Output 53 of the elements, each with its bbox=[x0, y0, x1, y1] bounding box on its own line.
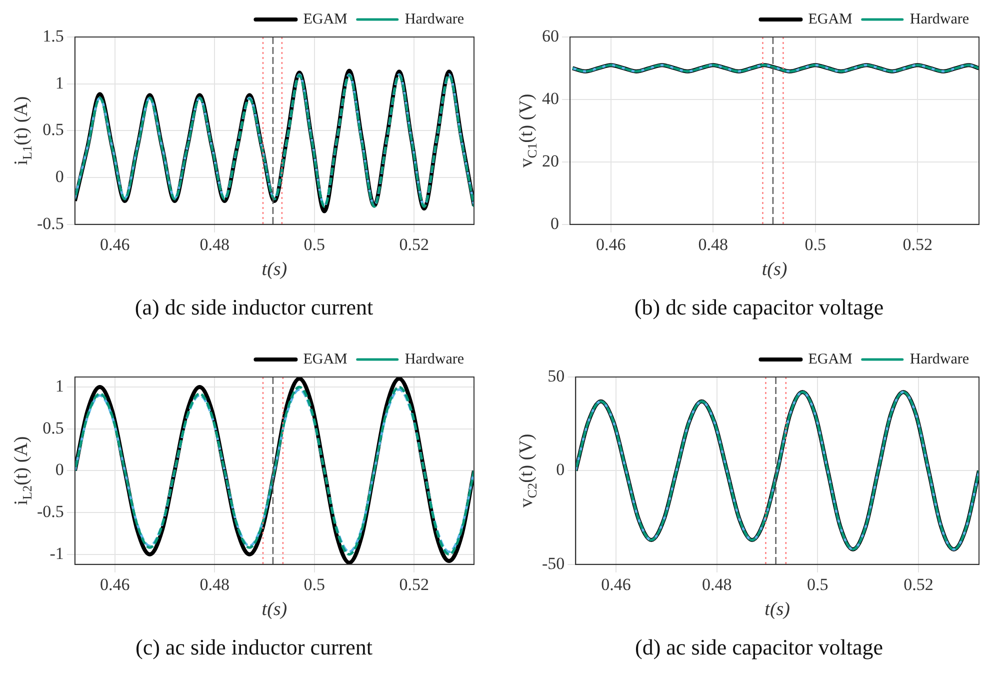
legend-label: Hardware bbox=[404, 351, 464, 368]
x-axis-title: t(s) bbox=[764, 599, 790, 620]
y-tick-label: -0.5 bbox=[36, 214, 64, 233]
legend-label: Hardware bbox=[910, 351, 970, 368]
x-tick-label: 0.48 bbox=[702, 575, 732, 594]
x-tick-label: 0.48 bbox=[698, 235, 728, 254]
x-tick-label: 0.46 bbox=[596, 235, 626, 254]
x-axis-title: t(s) bbox=[262, 599, 288, 620]
y-axis-title: vC1(t) (V) bbox=[516, 94, 540, 168]
x-tick-label: 0.5 bbox=[807, 575, 828, 594]
text: (a) dc side inductor current bbox=[134, 294, 374, 320]
x-axis-title: t(s) bbox=[262, 259, 288, 280]
y-tick-label: 0.5 bbox=[42, 120, 64, 140]
legend-label: EGAM bbox=[303, 11, 348, 28]
x-tick-label: 0.48 bbox=[200, 575, 230, 594]
legend-label: Hardware bbox=[910, 11, 970, 28]
y-tick-label: 40 bbox=[542, 88, 559, 108]
legend-label: EGAM bbox=[808, 351, 852, 368]
y-tick-label: -1 bbox=[50, 544, 64, 563]
y-tick-label: -0.5 bbox=[36, 502, 64, 521]
text: (d) ac side capacitor voltage bbox=[635, 634, 883, 660]
y-tick-label: 1 bbox=[55, 73, 64, 92]
y-tick-label: 0 bbox=[55, 460, 64, 480]
x-tick-label: 0.48 bbox=[200, 235, 230, 254]
y-axis-title: vC2(t) (V) bbox=[516, 434, 540, 508]
y-tick-label: 0.5 bbox=[42, 418, 64, 438]
x-tick-label: 0.52 bbox=[399, 575, 430, 594]
y-tick-label: 1.5 bbox=[42, 26, 64, 46]
y-tick-label: 60 bbox=[542, 26, 559, 46]
y-tick-label: 50 bbox=[548, 366, 565, 386]
x-tick-label: 0.5 bbox=[804, 235, 826, 254]
x-tick-label: 0.52 bbox=[902, 235, 933, 254]
y-tick-label: 0 bbox=[556, 460, 565, 480]
y-tick-label: -50 bbox=[542, 554, 565, 573]
legend-label: Hardware bbox=[404, 11, 464, 28]
text: (c) ac side inductor current bbox=[136, 634, 372, 660]
x-tick-label: 0.46 bbox=[100, 575, 130, 594]
x-axis-title: t(s) bbox=[762, 259, 788, 280]
x-tick-label: 0.52 bbox=[399, 235, 430, 254]
x-tick-label: 0.52 bbox=[904, 575, 934, 594]
y-tick-label: 0 bbox=[55, 167, 64, 186]
legend-label: EGAM bbox=[303, 351, 348, 368]
x-tick-label: 0.5 bbox=[304, 235, 325, 254]
x-tick-label: 0.46 bbox=[100, 235, 130, 254]
legend-label: EGAM bbox=[808, 11, 852, 28]
x-tick-label: 0.5 bbox=[304, 575, 325, 594]
y-axis-title: iL1(t) (A) bbox=[10, 96, 34, 166]
y-axis-title: iL2(t) (A) bbox=[10, 436, 34, 506]
y-tick-label: 0 bbox=[550, 214, 559, 233]
y-tick-label: 1 bbox=[55, 376, 64, 396]
y-tick-label: 20 bbox=[542, 151, 559, 170]
x-tick-label: 0.46 bbox=[601, 575, 631, 594]
text: (b) dc side capacitor voltage bbox=[634, 294, 884, 320]
